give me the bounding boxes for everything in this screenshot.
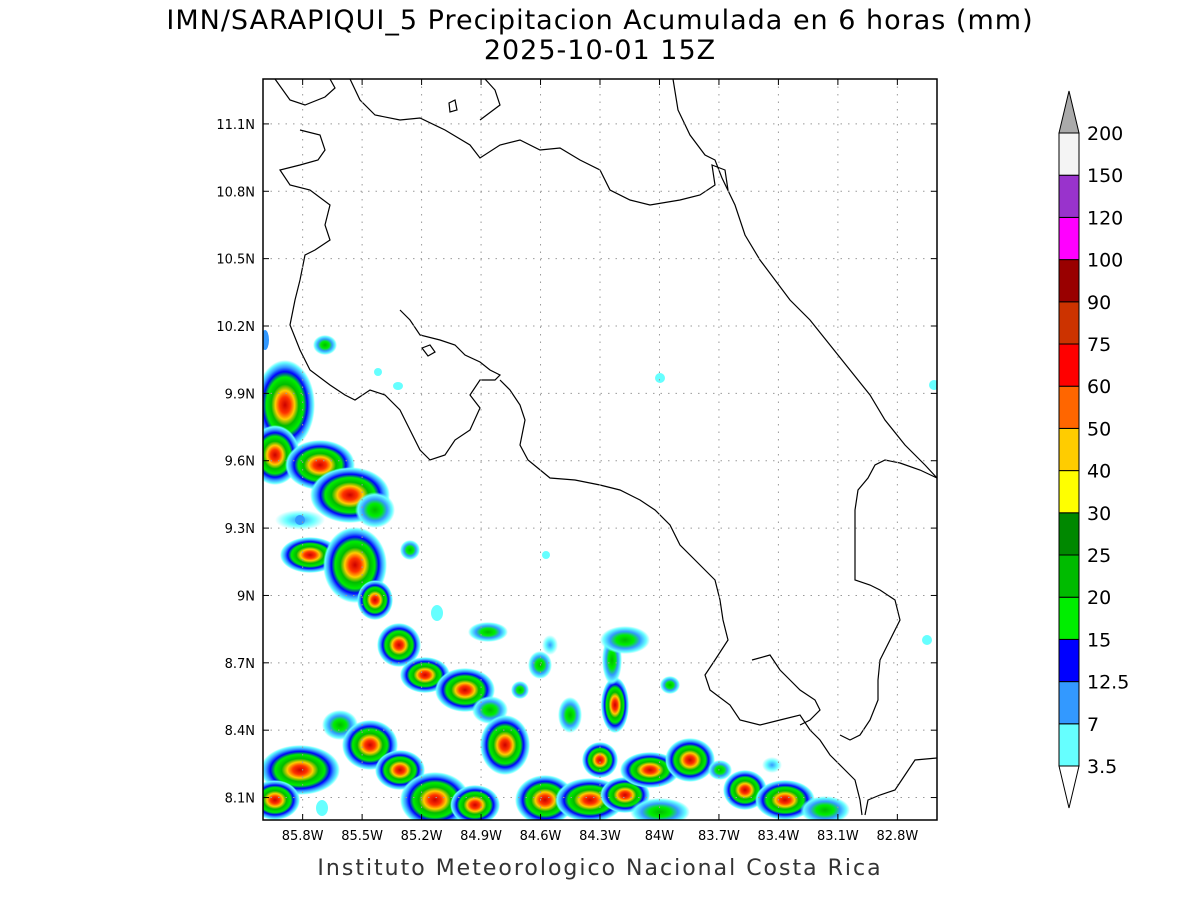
x-tick-label: 83.4W: [758, 829, 800, 844]
precipitation-field: [263, 330, 937, 820]
colorbar-swatch: [1058, 596, 1080, 640]
colorbar-label: 150: [1087, 165, 1123, 187]
colorbar-swatch: [1058, 638, 1080, 683]
x-tick-label: 85.2W: [401, 829, 443, 844]
chart-title: IMN/SARAPIQUI_5 Precipitacion Acumulada …: [166, 5, 1034, 36]
x-tick-label: 82.8W: [876, 829, 918, 844]
footer-credit: Instituto Meteorologico Nacional Costa R…: [317, 856, 883, 881]
colorbar-swatch: [1058, 259, 1080, 303]
colorbar-label: 100: [1087, 250, 1123, 272]
x-tick-label: 84.9W: [460, 829, 502, 844]
colorbar-label: 7: [1087, 714, 1099, 736]
colorbar-swatch: [1058, 512, 1080, 556]
colorbar-label: 60: [1087, 376, 1111, 398]
colorbar-label: 40: [1087, 461, 1111, 483]
colorbar-swatch: [1058, 132, 1080, 176]
x-tick-label: 85.8W: [282, 829, 324, 844]
y-tick-label: 10.5N: [216, 253, 255, 268]
colorbar-label: 50: [1087, 418, 1111, 440]
y-tick-label: 8.4N: [225, 724, 255, 739]
x-tick-label: 83.7W: [698, 829, 740, 844]
colorbar-label: 15: [1087, 629, 1111, 651]
longitude-axis: 85.8W 85.5W 85.2W 84.9W 84.6W 84.3W 84W 83.7W 83…: [282, 79, 918, 844]
y-tick-label: 9.3N: [225, 522, 255, 537]
colorbar-label: 90: [1087, 292, 1111, 314]
x-tick-label: 84.6W: [520, 829, 562, 844]
x-tick-label: 84W: [645, 829, 675, 844]
colorbar-swatch: [1058, 343, 1080, 387]
colorbar-label: 120: [1087, 207, 1123, 229]
y-tick-label: 8.1N: [225, 792, 255, 807]
colorbar-label: 20: [1087, 587, 1111, 609]
colorbar-swatch: [1058, 723, 1080, 767]
y-tick-label: 11.1N: [216, 118, 255, 133]
colorbar-swatch: [1058, 385, 1080, 429]
colorbar-swatch: [1058, 427, 1080, 472]
y-tick-label: 8.7N: [225, 657, 255, 672]
x-tick-label: 85.5W: [341, 829, 383, 844]
y-tick-label: 9.9N: [225, 387, 255, 402]
colorbar-label: 200: [1087, 123, 1123, 145]
x-tick-label: 83.1W: [817, 829, 859, 844]
colorbar-label: 25: [1087, 545, 1111, 567]
colorbar-label: 3.5: [1087, 756, 1117, 778]
y-tick-label: 10.2N: [216, 320, 255, 335]
colorbar-swatch: [1058, 681, 1080, 725]
colorbar-swatch: [1058, 301, 1080, 345]
colorbar-swatch: [1058, 174, 1080, 218]
colorbar-swatch: [1058, 554, 1080, 598]
colorbar-low-triangle: [1058, 765, 1080, 809]
colorbar-high-triangle: [1058, 90, 1080, 134]
colorbar-label: 12.5: [1087, 672, 1129, 694]
chart-subtitle-date: 2025-10-01 15Z: [483, 35, 717, 66]
y-tick-label: 9.6N: [225, 455, 255, 470]
colorbar-swatch: [1058, 216, 1080, 261]
latitude-axis: 8.1N 8.4N 8.7N 9N 9.3N 9.6N 9.9N 10.2N 10.5N 10.8…: [216, 118, 937, 807]
y-tick-label: 10.8N: [216, 185, 255, 200]
x-tick-label: 84.3W: [579, 829, 621, 844]
colorbar-label: 30: [1087, 503, 1111, 525]
colorbar: 3.5 7 12.5 15 20 25 30 40 50 60 75 90 100 120 150 200: [1058, 90, 1129, 809]
colorbar-swatch: [1058, 470, 1080, 514]
coastline: [274, 79, 937, 816]
colorbar-label: 75: [1087, 334, 1111, 356]
y-tick-label: 9N: [237, 589, 255, 604]
